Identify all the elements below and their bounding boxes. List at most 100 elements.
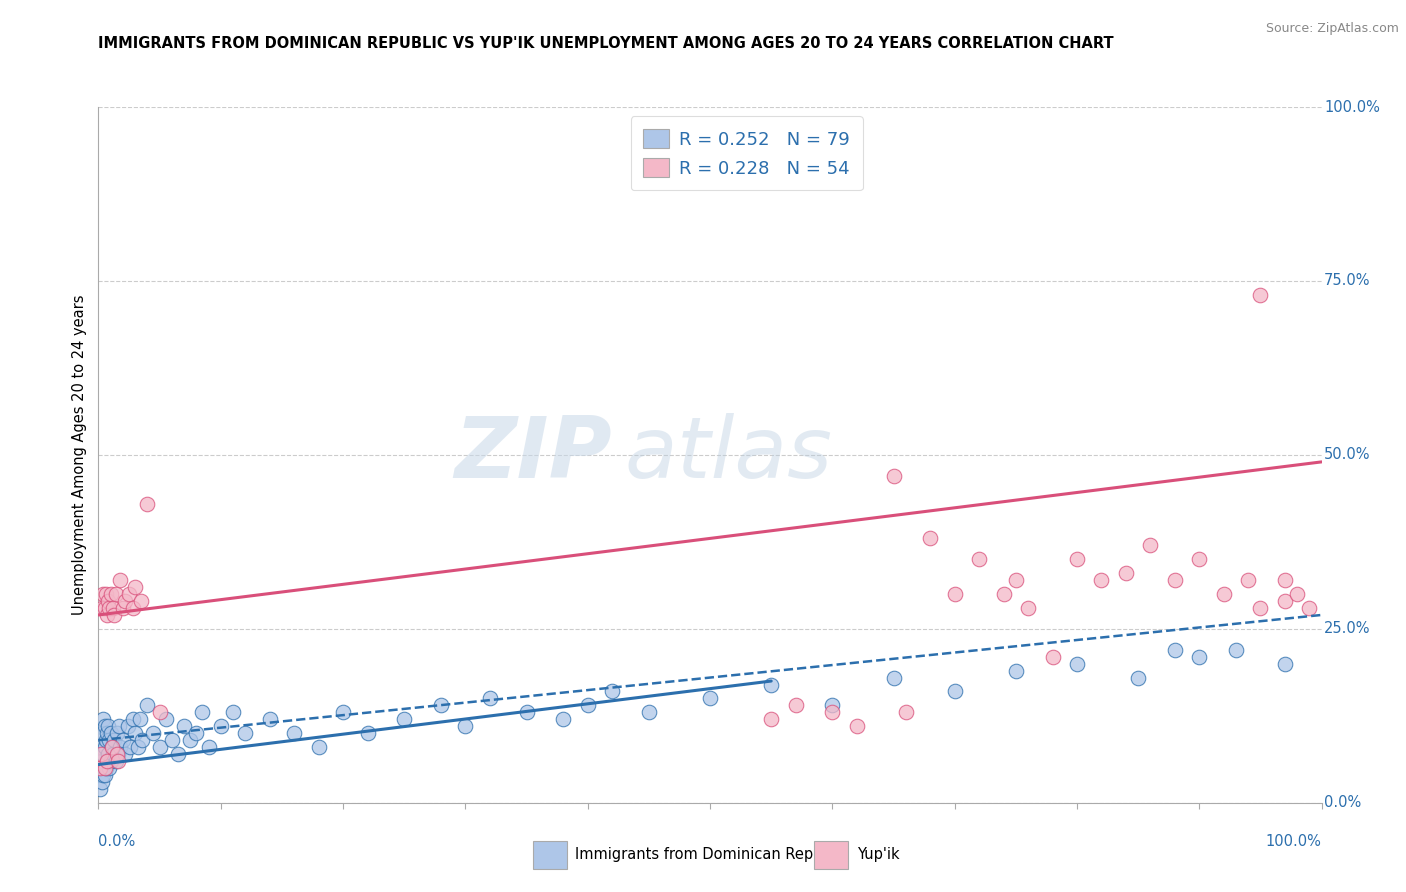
Point	[90, 747, 112, 761]
Text: Yup'ik: Yup'ik	[856, 847, 900, 863]
Bar	[533, 841, 567, 869]
Y-axis label: Unemployment Among Ages 20 to 24 years: Unemployment Among Ages 20 to 24 years	[72, 294, 87, 615]
Point	[553, 712, 575, 726]
Point	[1274, 657, 1296, 671]
Text: 0.0%: 0.0%	[1324, 796, 1361, 810]
Point	[101, 740, 124, 755]
Point	[93, 719, 115, 733]
Point	[149, 706, 172, 720]
Text: 0.0%: 0.0%	[98, 834, 135, 849]
Point	[117, 719, 139, 733]
Point	[93, 601, 115, 615]
Point	[943, 684, 966, 698]
Point	[233, 726, 256, 740]
Point	[1042, 649, 1064, 664]
Point	[93, 761, 115, 775]
Point	[124, 580, 146, 594]
Point	[761, 712, 783, 726]
Point	[167, 747, 190, 761]
Point	[120, 740, 142, 755]
Point	[94, 587, 117, 601]
Point	[96, 754, 118, 768]
Point	[883, 671, 905, 685]
Point	[308, 740, 330, 755]
Point	[114, 594, 136, 608]
Text: ZIP: ZIP	[454, 413, 612, 497]
Point	[98, 761, 121, 775]
Point	[103, 607, 125, 622]
Point	[1188, 552, 1211, 566]
Point	[105, 747, 128, 761]
Text: 25.0%: 25.0%	[1324, 622, 1371, 636]
Point	[173, 719, 195, 733]
Point	[637, 706, 661, 720]
Text: Source: ZipAtlas.com: Source: ZipAtlas.com	[1265, 22, 1399, 36]
Point	[699, 691, 721, 706]
Point	[98, 733, 121, 747]
Point	[101, 740, 124, 755]
Point	[90, 761, 112, 775]
Point	[142, 726, 165, 740]
Point	[1274, 594, 1296, 608]
Point	[1274, 573, 1296, 587]
Point	[90, 740, 112, 755]
Point	[105, 726, 128, 740]
Point	[127, 740, 149, 755]
Point	[107, 754, 129, 768]
Point	[100, 587, 122, 601]
Point	[993, 587, 1015, 601]
Point	[96, 726, 118, 740]
Point	[283, 726, 305, 740]
Point	[111, 601, 134, 615]
Point	[1004, 573, 1026, 587]
Point	[94, 761, 117, 775]
Point	[101, 601, 124, 615]
Point	[1225, 642, 1247, 657]
Point	[129, 594, 152, 608]
Point	[114, 747, 136, 761]
Legend: R = 0.252   N = 79, R = 0.228   N = 54: R = 0.252 N = 79, R = 0.228 N = 54	[631, 116, 863, 190]
Point	[785, 698, 807, 713]
Point	[1164, 573, 1187, 587]
Point	[110, 573, 132, 587]
Point	[332, 706, 354, 720]
Text: 50.0%: 50.0%	[1324, 448, 1371, 462]
Text: 100.0%: 100.0%	[1324, 100, 1379, 114]
Point	[91, 775, 114, 789]
Point	[91, 768, 114, 782]
Point	[430, 698, 453, 713]
Point	[821, 706, 844, 720]
Point	[91, 754, 114, 768]
Text: atlas: atlas	[624, 413, 832, 497]
Point	[197, 740, 219, 755]
Point	[1286, 587, 1309, 601]
Point	[179, 733, 201, 747]
Point	[91, 712, 114, 726]
Point	[894, 706, 917, 720]
Point	[100, 726, 122, 740]
Point	[96, 754, 118, 768]
Point	[761, 677, 783, 691]
Point	[104, 754, 127, 768]
Point	[1188, 649, 1211, 664]
Point	[91, 747, 114, 761]
Point	[97, 594, 120, 608]
Point	[131, 733, 153, 747]
Point	[883, 468, 905, 483]
Point	[121, 712, 143, 726]
Point	[124, 726, 146, 740]
Point	[515, 706, 537, 720]
Point	[821, 698, 844, 713]
Point	[91, 726, 114, 740]
Point	[103, 733, 125, 747]
Point	[111, 733, 134, 747]
Point	[100, 754, 122, 768]
Point	[191, 706, 214, 720]
Point	[1139, 538, 1161, 552]
Point	[108, 719, 131, 733]
Point	[576, 698, 599, 713]
Point	[91, 601, 114, 615]
Point	[920, 532, 942, 546]
Text: 100.0%: 100.0%	[1265, 834, 1322, 849]
Point	[454, 719, 477, 733]
